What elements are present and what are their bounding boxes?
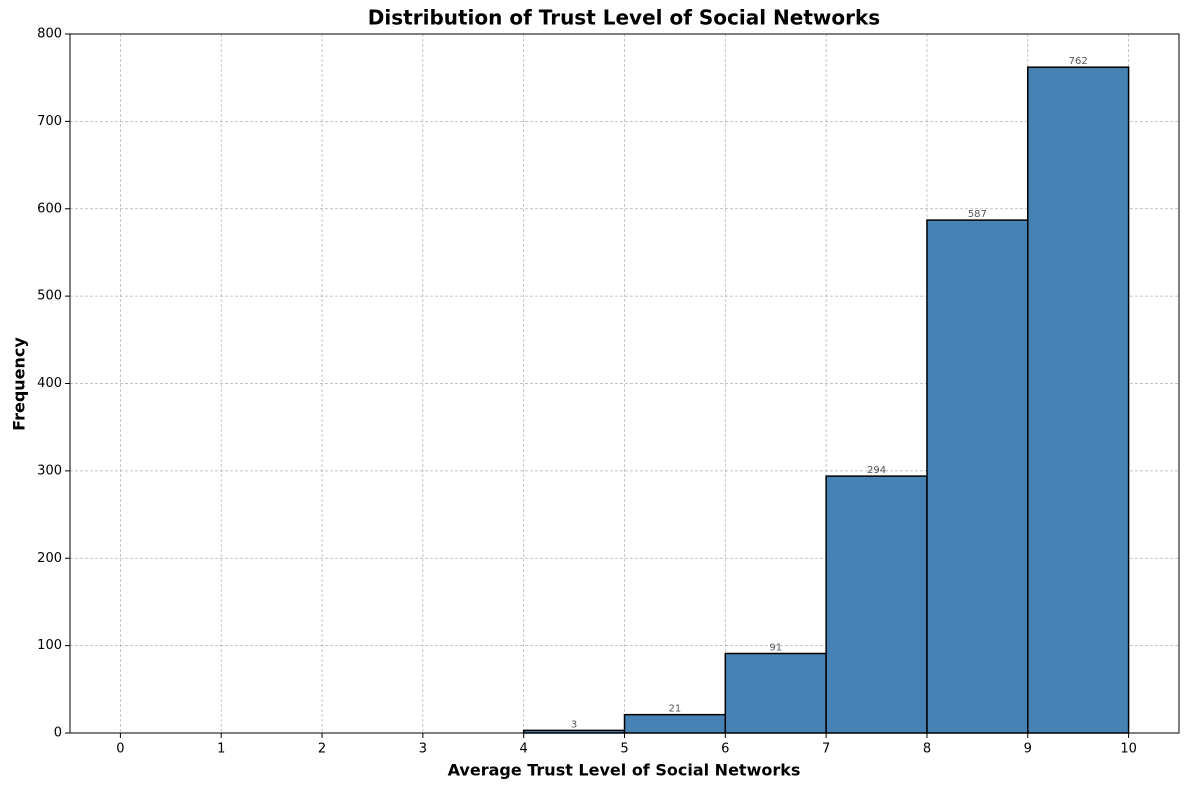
x-tick-label: 10 xyxy=(1120,742,1137,757)
x-tick-label: 8 xyxy=(923,742,931,757)
x-tick-label: 5 xyxy=(620,742,628,757)
x-tick-label: 6 xyxy=(721,742,729,757)
bar xyxy=(724,652,827,734)
x-axis-label: Average Trust Level of Social Networks xyxy=(448,761,801,780)
x-tick-label: 3 xyxy=(419,742,427,757)
x-tick-label: 0 xyxy=(116,742,124,757)
bar xyxy=(623,713,727,734)
bar xyxy=(1027,66,1130,734)
data-label: 91 xyxy=(769,642,782,653)
x-tick-label: 4 xyxy=(520,742,528,757)
y-axis-label: Frequency xyxy=(10,337,29,431)
y-tick-label: 300 xyxy=(37,463,62,478)
y-tick-label: 200 xyxy=(37,551,62,566)
data-label: 762 xyxy=(1069,56,1088,67)
x-tick-label: 7 xyxy=(822,742,830,757)
bar xyxy=(926,219,1029,734)
y-tick-label: 100 xyxy=(37,638,62,653)
y-tick-label: 0 xyxy=(54,726,62,741)
y-tick-label: 800 xyxy=(37,27,62,42)
chart-title: Distribution of Trust Level of Social Ne… xyxy=(368,6,880,30)
bar xyxy=(825,475,928,734)
x-tick-label: 1 xyxy=(217,742,225,757)
data-label: 294 xyxy=(867,465,886,476)
y-tick-label: 500 xyxy=(37,289,62,304)
data-label: 21 xyxy=(669,704,682,715)
x-tick-label: 9 xyxy=(1024,742,1032,757)
data-label: 3 xyxy=(571,719,577,730)
plot-frame xyxy=(69,33,1180,734)
y-tick-label: 400 xyxy=(37,376,62,391)
y-tick-label: 600 xyxy=(37,201,62,216)
data-label: 587 xyxy=(968,209,987,220)
y-tick-label: 700 xyxy=(37,114,62,129)
x-tick-label: 2 xyxy=(318,742,326,757)
